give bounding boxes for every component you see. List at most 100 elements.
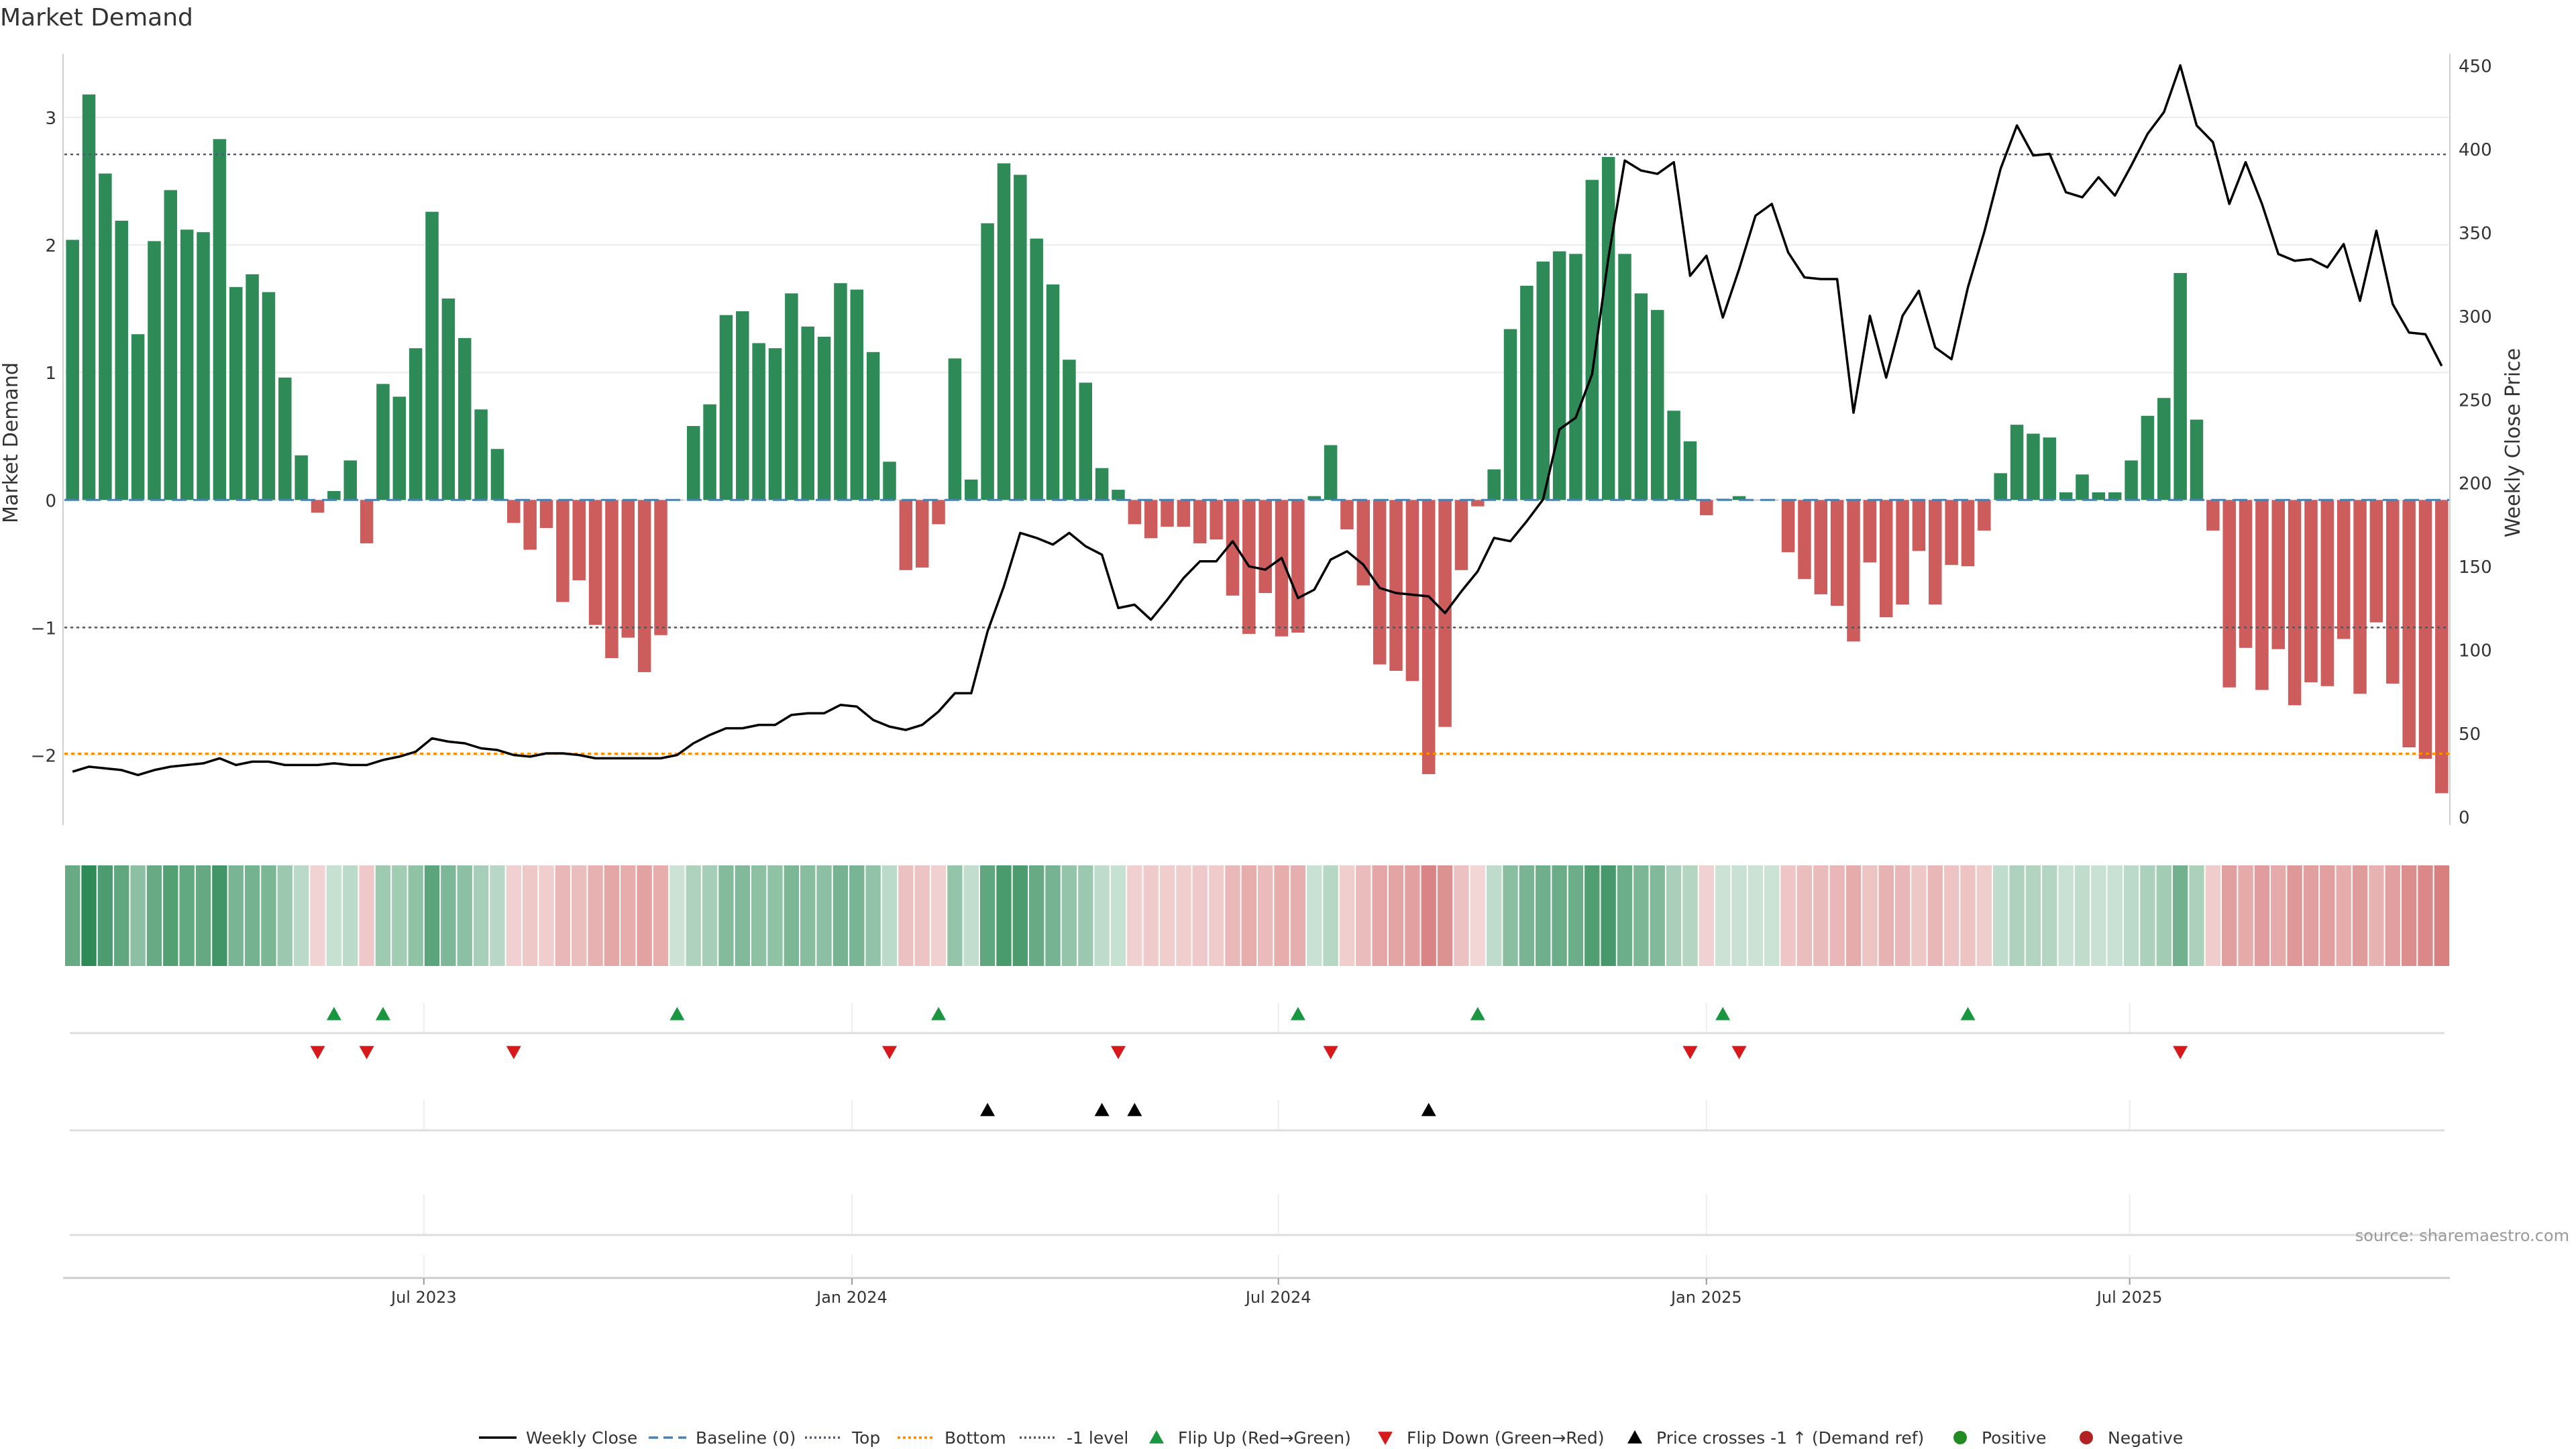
y2-tick-label: 400 [2459, 140, 2492, 160]
heat-cell [735, 865, 750, 966]
demand-bar [392, 396, 407, 500]
legend-swatch [2080, 1431, 2093, 1444]
source-note: source: sharemaestro.com [2355, 1226, 2569, 1245]
heat-cell [865, 865, 881, 966]
flip-down-marker [1682, 1046, 1698, 1059]
demand-bar [376, 384, 390, 500]
flip-down-marker [881, 1046, 897, 1059]
heat-cell [441, 865, 456, 966]
demand-bar [2288, 500, 2302, 706]
demand-bar [197, 232, 210, 500]
legend: Weekly Close Baseline (0) Top Bottom -1 leve… [479, 1428, 2183, 1448]
demand-bar [164, 190, 178, 500]
flip-down-marker [1731, 1046, 1747, 1059]
demand-bar [1552, 251, 1566, 500]
heat-cell [669, 865, 685, 966]
heat-cell [1764, 865, 1780, 966]
heat-cell [2140, 865, 2155, 966]
flip-down-marker [1110, 1046, 1126, 1059]
heat-cell [1307, 865, 1322, 966]
demand-bar [1912, 500, 1926, 551]
demand-bar [1291, 500, 1305, 633]
demand-bar [131, 334, 145, 500]
demand-bar [1978, 500, 1991, 531]
demand-bar [180, 229, 194, 500]
y2-tick-label: 250 [2459, 390, 2492, 411]
demand-bar [752, 343, 765, 500]
legend-label: Bottom [945, 1428, 1006, 1448]
heat-cell [212, 865, 227, 966]
heat-cell [1421, 865, 1436, 966]
demand-bar [2010, 425, 2024, 500]
flip-up-marker [326, 1007, 341, 1020]
price-line-layer [72, 64, 2443, 777]
demand-bar [686, 426, 700, 500]
heat-cell [2271, 865, 2286, 966]
heat-cell [97, 865, 113, 966]
y2-tick-label: 200 [2459, 474, 2492, 494]
demand-bar [474, 409, 488, 500]
heat-cell [2434, 865, 2449, 966]
demand-bar [1258, 500, 1272, 594]
heat-cell [506, 865, 521, 966]
heat-cell [2156, 865, 2171, 966]
heat-cell [1878, 865, 1894, 966]
price-cross-marker [980, 1103, 996, 1116]
demand-bar [1063, 360, 1076, 500]
demand-bar [556, 500, 570, 602]
demand-bar [490, 449, 504, 500]
heat-cell [767, 865, 783, 966]
heat-cell [2042, 865, 2057, 966]
heat-cell [1731, 865, 1747, 966]
demand-bar [441, 298, 455, 500]
heat-cell [979, 865, 996, 966]
demand-bar [327, 490, 341, 500]
price-cross-marker [1127, 1103, 1142, 1116]
heat-cell [1356, 865, 1371, 966]
legend-label: Positive [1982, 1428, 2046, 1448]
demand-bar [588, 500, 602, 625]
heat-cell [604, 865, 620, 966]
demand-bar [360, 500, 374, 543]
demand-bar [343, 460, 357, 500]
demand-bar [1226, 500, 1240, 596]
demand-bar [1112, 490, 1125, 500]
demand-bar [997, 163, 1011, 500]
heat-cell [588, 865, 603, 966]
heat-cell [359, 865, 374, 966]
heat-cell [1061, 865, 1077, 966]
heat-cell [1960, 865, 1976, 966]
demand-bar [1356, 500, 1371, 586]
demand-bar [965, 479, 978, 500]
heat-cell [1208, 865, 1224, 966]
x-tick-label: Jul 2025 [2096, 1288, 2163, 1307]
heat-cell [1601, 865, 1616, 966]
weekly-close-line [72, 64, 2443, 777]
heat-cell [2336, 865, 2351, 966]
flip-up-marker [931, 1007, 947, 1020]
y-axis-label: Market Demand [0, 362, 23, 523]
legend-label: Flip Down (Green→Red) [1407, 1428, 1605, 1448]
heat-cell [195, 865, 211, 966]
flip-down-marker [506, 1046, 521, 1059]
demand-bar [1177, 500, 1191, 527]
demand-bar [1454, 500, 1468, 570]
demand-bar [1863, 500, 1877, 563]
heat-cell [718, 865, 734, 966]
heat-cell [2401, 865, 2417, 966]
demand-bar [2141, 415, 2155, 500]
demand-bar [572, 500, 586, 581]
heat-cell [1993, 865, 2008, 966]
demand-bar [1814, 500, 1828, 594]
demand-bar [2108, 492, 2122, 500]
demand-bar [1879, 500, 1893, 618]
demand-bar [2320, 500, 2334, 686]
demand-bar [703, 404, 716, 500]
heat-cell [2352, 865, 2368, 966]
demand-bar [2222, 500, 2236, 688]
y-tick-label: −2 [31, 746, 56, 766]
heat-cell [1568, 865, 1584, 966]
heat-cell [1094, 865, 1110, 966]
x-tick-label: Jul 2023 [390, 1288, 457, 1307]
